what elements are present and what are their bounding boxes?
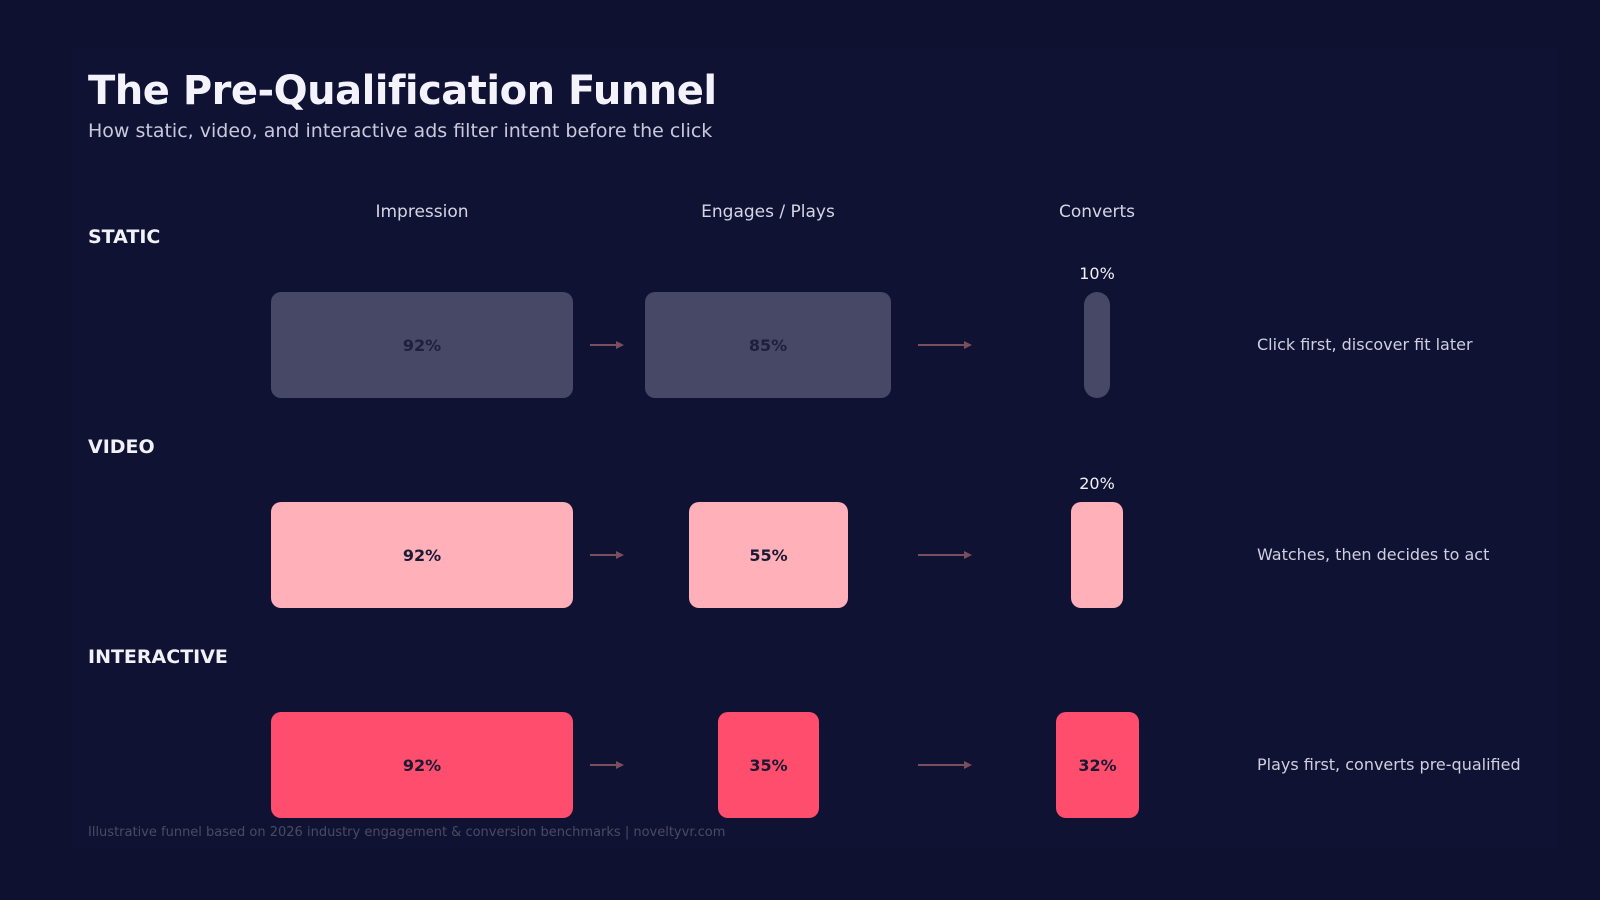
bar-value-label: 92% [402, 545, 442, 565]
bar-value-label: 32% [1078, 755, 1117, 775]
bar-interactive-3: 32% [1056, 712, 1139, 818]
bar-video-3 [1071, 502, 1123, 608]
outcome-note-static: Click first, discover fit later [1257, 335, 1473, 354]
chart-title: The Pre-Qualification Funnel [88, 68, 717, 114]
bar-value-label: 35% [749, 755, 788, 775]
bar-video-2: 55% [689, 502, 848, 608]
bar-interactive-1: 92% [271, 712, 573, 818]
footer-note: Illustrative funnel based on 2026 indust… [88, 825, 726, 840]
arrow-right-icon [918, 760, 972, 770]
stage-label-3: Converts [1058, 202, 1136, 222]
bar-static-1: 92% [271, 292, 573, 398]
bar-value-label: 92% [402, 755, 442, 775]
bar-value-label: 10% [1079, 264, 1115, 283]
series-label-static: STATIC [88, 226, 161, 248]
bar-static-3 [1084, 292, 1110, 398]
chart-subtitle: How static, video, and interactive ads f… [88, 120, 713, 142]
series-label-interactive: INTERACTIVE [88, 646, 228, 668]
stage-label-2: Engages / Plays [701, 202, 835, 222]
series-label-video: VIDEO [88, 436, 155, 458]
bar-value-label: 85% [748, 335, 788, 355]
outcome-note-video: Watches, then decides to act [1257, 545, 1490, 564]
stage-label-1: Impression [375, 202, 469, 222]
bar-static-2: 85% [645, 292, 891, 398]
bar-interactive-2: 35% [718, 712, 819, 818]
outcome-note-interactive: Plays first, converts pre-qualified [1257, 755, 1521, 774]
arrow-right-icon [590, 550, 624, 560]
arrow-right-icon [590, 760, 624, 770]
bar-value-label: 20% [1079, 474, 1115, 493]
arrow-right-icon [918, 340, 972, 350]
bar-video-1: 92% [271, 502, 573, 608]
arrow-right-icon [590, 340, 624, 350]
arrow-right-icon [918, 550, 972, 560]
bar-value-label: 55% [749, 545, 788, 565]
bar-value-label: 92% [402, 335, 442, 355]
